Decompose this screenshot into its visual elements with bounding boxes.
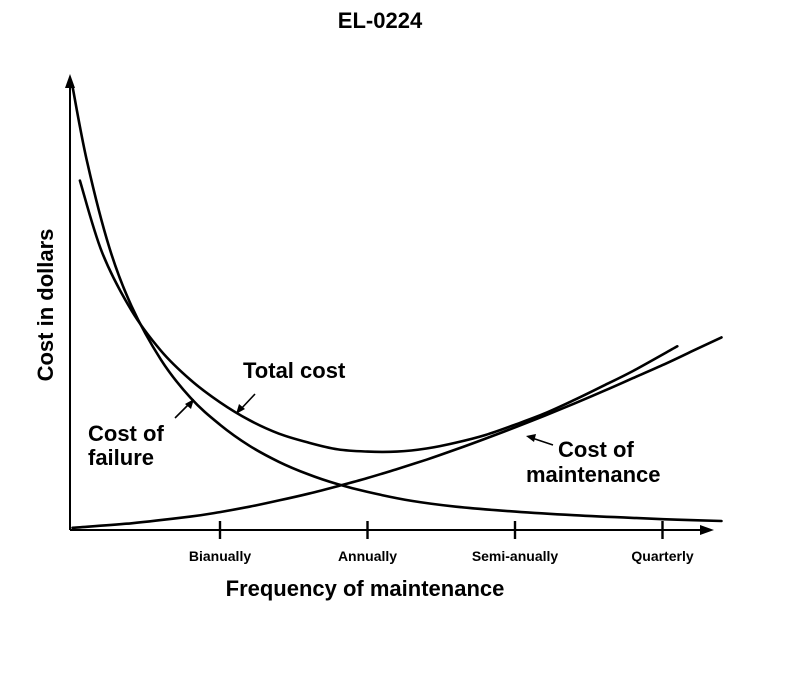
- series-curves: [71, 85, 723, 530]
- chart-title: EL-0224: [338, 8, 423, 33]
- annotation-cost-of-failure-line-2: failure: [88, 445, 154, 470]
- annotation-cost-of-failure-line-1: Cost of: [88, 421, 164, 446]
- annotation-cost-of-maintenance-arrowhead: [526, 434, 536, 442]
- annotation-cost-of-maintenance-leader: [531, 437, 554, 446]
- annotation-cost-of-maintenance: Cost of maintenance: [526, 434, 661, 487]
- annotation-cost-of-maintenance-line-1: Cost of: [558, 437, 634, 462]
- annotation-total-cost-arrowhead: [236, 404, 245, 414]
- x-ticks: Bianually Annually Semi-anually Quarterly: [189, 521, 694, 564]
- series-line-cost-of-failure: [71, 85, 723, 523]
- axes: [65, 74, 714, 535]
- annotation-cost-of-maintenance-line-2: maintenance: [526, 462, 661, 487]
- x-tick-label-annually: Annually: [338, 548, 397, 564]
- x-tick-label-semi-anually: Semi-anually: [472, 548, 559, 564]
- y-axis-label: Cost in dollars: [33, 229, 58, 382]
- series-line-total-cost: [78, 179, 679, 454]
- annotation-total-cost-label: Total cost: [243, 358, 346, 383]
- x-tick-label-quarterly: Quarterly: [631, 548, 693, 564]
- annotation-cost-of-failure-arrowhead: [185, 399, 194, 409]
- x-axis-label: Frequency of maintenance: [226, 576, 505, 601]
- annotation-total-cost: Total cost: [236, 358, 346, 414]
- y-axis-arrow: [65, 74, 75, 88]
- annotation-cost-of-failure: Cost of failure: [88, 399, 194, 470]
- series-line-cost-of-maintenance: [71, 336, 723, 530]
- x-axis-arrow: [700, 525, 714, 535]
- x-tick-label-bianually: Bianually: [189, 548, 251, 564]
